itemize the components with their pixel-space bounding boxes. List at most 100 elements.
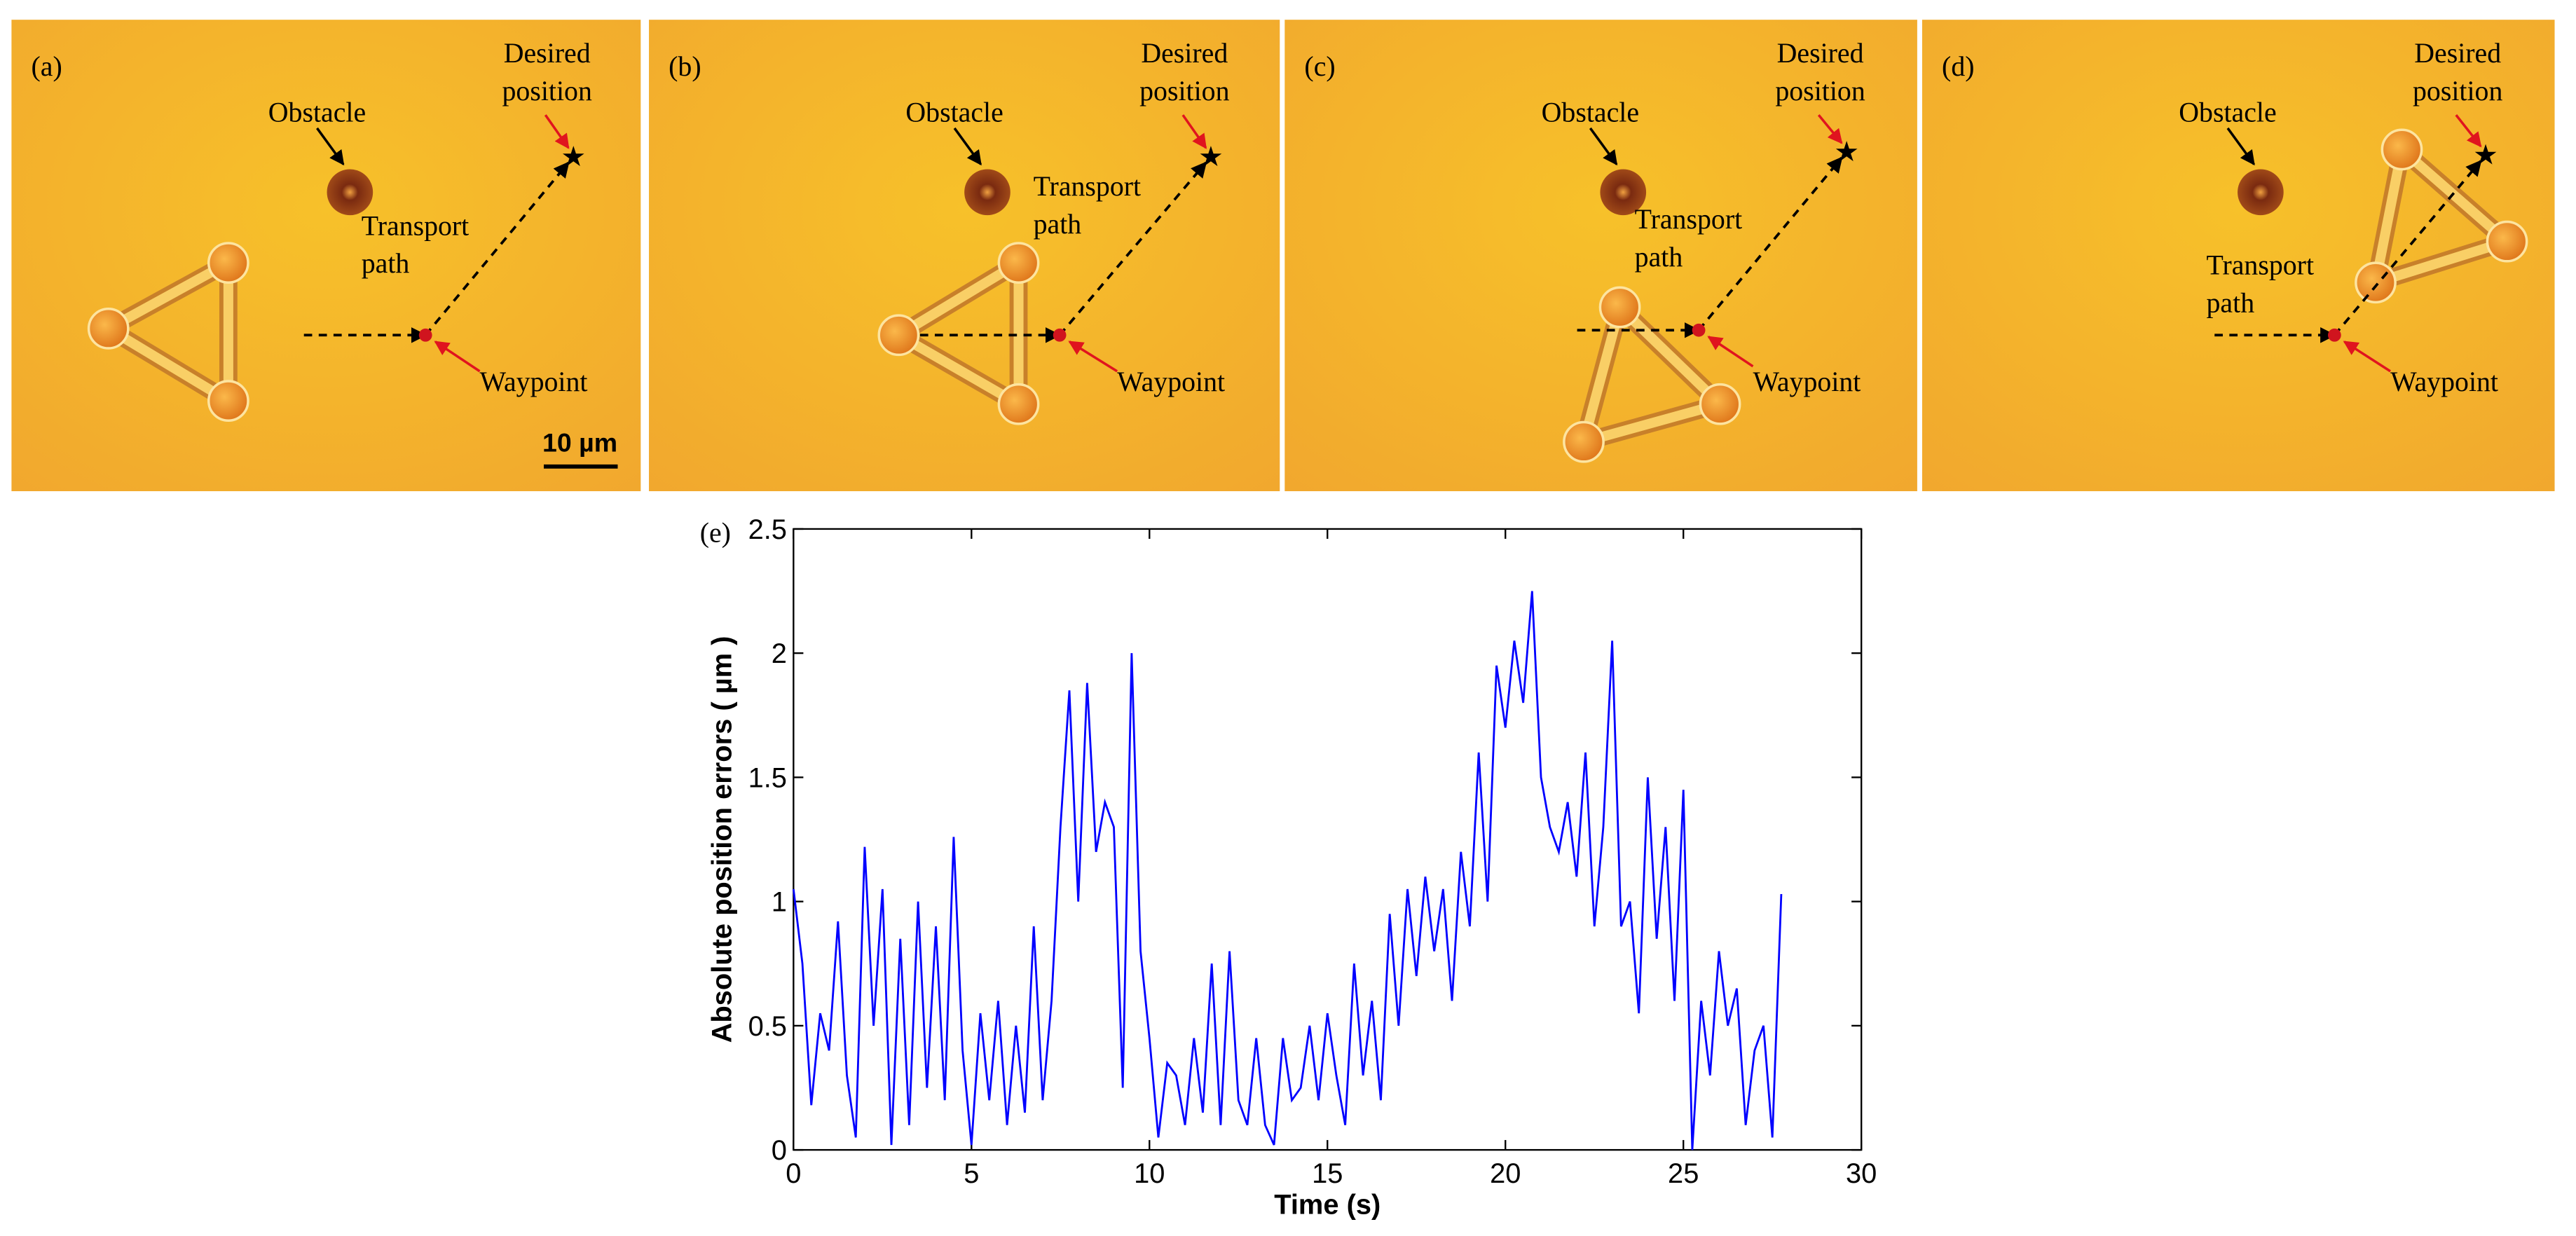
x-axis-label: Time (s): [1274, 1190, 1381, 1221]
data-line: [792, 591, 1783, 1151]
transport-label: path: [2207, 287, 2255, 318]
x-tick-label: 10: [1134, 1158, 1165, 1189]
obstacle-arrow: [953, 127, 982, 166]
transport-label: path: [1034, 208, 1082, 240]
obstacle: [964, 169, 1010, 216]
desired-label: Desired: [1777, 37, 1864, 69]
waypoint-arrow: [2343, 341, 2392, 373]
robot-sphere: [877, 314, 920, 357]
panel-image: [11, 20, 641, 492]
panel-label: (b): [669, 50, 701, 82]
waypoint-arrow: [1707, 336, 1754, 368]
panel-label: (d): [1942, 50, 1974, 82]
photo-panel: ★ (d) Obstacle Desired position Transport path…: [1921, 20, 2555, 492]
photo-panel: ★ (b) Obstacle Desired position Transport path…: [649, 20, 1280, 492]
obstacle-arrow: [316, 127, 345, 166]
robot-sphere: [2355, 261, 2397, 304]
desired-label: Desired: [504, 37, 591, 69]
y-axis-label: Absolute position errors ( µm ): [706, 636, 737, 1043]
desired-label: position: [502, 75, 591, 107]
waypoint-marker: [2327, 328, 2341, 342]
robot-sphere: [997, 242, 1040, 284]
x-tick-label: 25: [1668, 1158, 1699, 1189]
obstacle-label: Obstacle: [2179, 97, 2276, 128]
desired-star: ★: [1198, 141, 1224, 172]
desired-label: Desired: [2414, 37, 2501, 69]
waypoint-arrow: [434, 341, 481, 373]
robot-sphere: [207, 242, 249, 284]
x-tick-label: 20: [1490, 1158, 1521, 1189]
y-tick-label: 0.5: [748, 1011, 787, 1042]
y-tick-label: 2.5: [748, 514, 787, 545]
scale-bar-label: 10 µm: [542, 428, 617, 458]
robot-sphere: [1563, 420, 1605, 463]
panel-label: (c): [1304, 50, 1335, 82]
robot-sphere: [1598, 286, 1641, 329]
obstacle: [2238, 169, 2284, 216]
y-tick-label: 0: [772, 1135, 787, 1166]
obstacle-label: Obstacle: [1542, 97, 1639, 128]
obstacle: [327, 169, 374, 216]
transport-label: Transport: [1034, 170, 1142, 202]
robot-sphere: [1699, 383, 1741, 425]
obstacle-label: Obstacle: [905, 97, 1003, 128]
panel-label: (a): [32, 50, 62, 82]
transport-label: path: [1635, 241, 1683, 273]
desired-label: position: [1775, 75, 1865, 107]
waypoint-marker: [1692, 323, 1706, 337]
y-tick-label: 1: [772, 887, 787, 918]
robot-rod: [2370, 236, 2512, 288]
panel-image: [1284, 20, 1917, 492]
obstacle: [1600, 169, 1647, 216]
waypoint-label: Waypoint: [1117, 366, 1225, 397]
robot-sphere: [2380, 128, 2423, 171]
robot-rod: [1615, 302, 1725, 409]
waypoint-label: Waypoint: [1753, 366, 1861, 397]
panel-label: (e): [700, 517, 731, 549]
y-tick-label: 2: [772, 638, 787, 669]
robot-sphere: [207, 380, 249, 422]
robot-sphere: [87, 308, 130, 350]
desired-star: ★: [1834, 136, 1859, 167]
desired-label: position: [1139, 75, 1229, 107]
y-tick-label: 1.5: [748, 762, 787, 793]
waypoint-label: Waypoint: [480, 366, 588, 397]
obstacle-label: Obstacle: [268, 97, 366, 128]
robot-rod: [1578, 399, 1725, 447]
waypoint-arrow: [1068, 341, 1118, 373]
panel-image: [649, 20, 1280, 492]
obstacle-arrow: [1589, 127, 1618, 166]
desired-label: position: [2413, 75, 2502, 107]
transport-label: Transport: [362, 210, 470, 241]
desired-arrow: [1817, 114, 1843, 144]
transport-path: [1697, 156, 1843, 331]
transport-label: Transport: [2207, 249, 2315, 281]
transport-label: Transport: [1635, 203, 1743, 235]
x-tick-label: 15: [1312, 1158, 1343, 1189]
x-tick-label: 5: [964, 1158, 979, 1189]
robot-rod: [2397, 144, 2512, 247]
plot-area: [793, 528, 1863, 1151]
x-tick-label: 30: [1846, 1158, 1877, 1189]
desired-arrow: [1181, 114, 1207, 149]
robot-rod: [893, 330, 1024, 409]
robot-sphere: [997, 383, 1040, 425]
waypoint-marker: [418, 328, 432, 342]
transport-path: [424, 161, 570, 336]
desired-arrow: [2455, 114, 2482, 148]
photo-panel: ★ (c) Obstacle Desired position Transport path…: [1284, 20, 1917, 492]
transport-label: path: [362, 247, 410, 279]
waypoint-label: Waypoint: [2390, 366, 2498, 397]
obstacle-arrow: [2226, 127, 2255, 166]
waypoint-marker: [1053, 328, 1067, 342]
desired-star: ★: [561, 141, 586, 172]
x-tick-label: 0: [786, 1158, 801, 1189]
robot-rod: [103, 258, 233, 334]
robot-sphere: [2486, 220, 2528, 263]
desired-star: ★: [2473, 139, 2498, 170]
robot-rod: [103, 323, 233, 406]
transport-path: [1058, 161, 1207, 336]
robot-rod: [893, 258, 1024, 341]
